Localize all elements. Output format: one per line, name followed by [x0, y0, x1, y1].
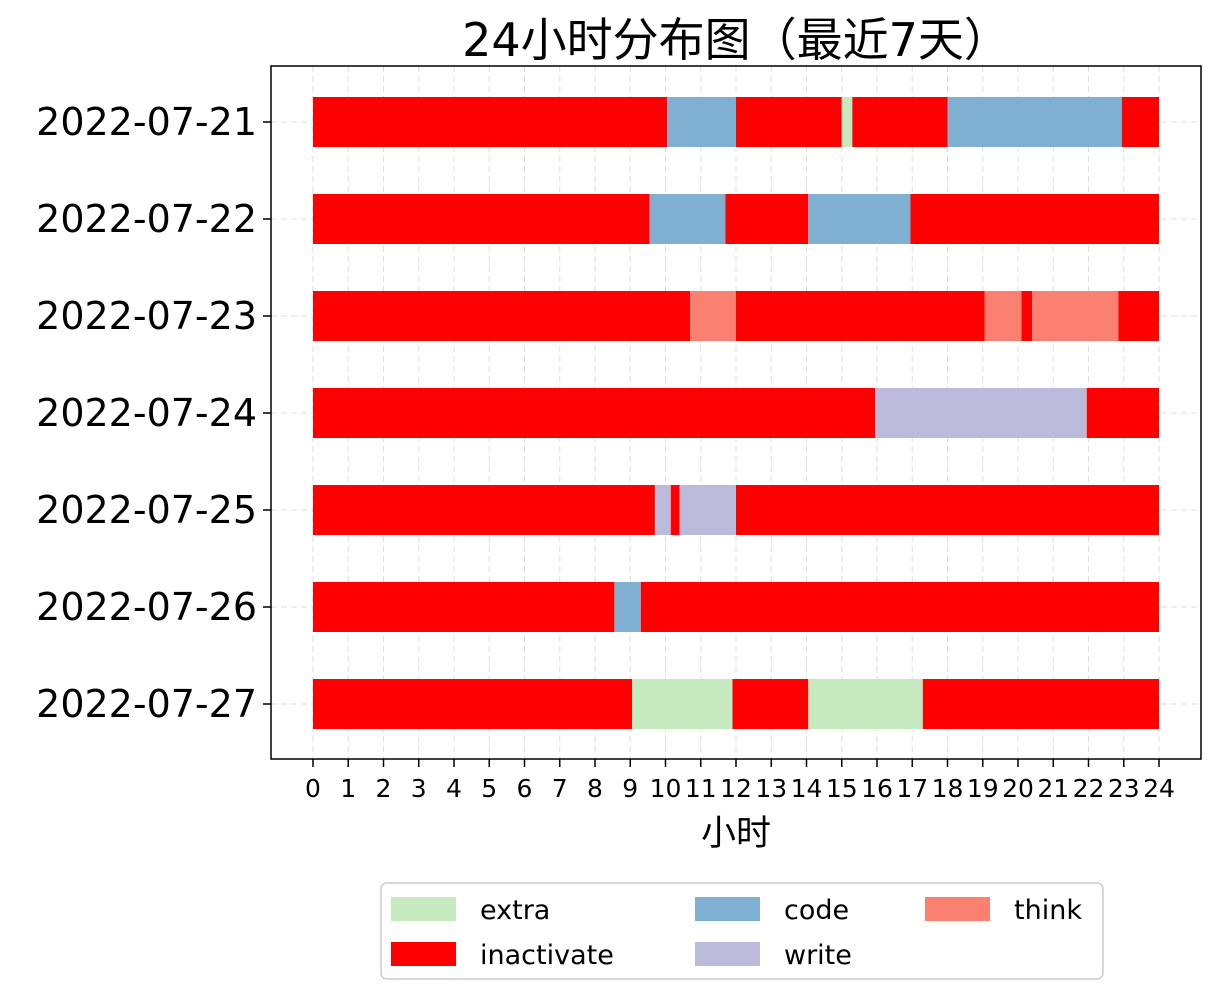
- y-tick-label: 2022-07-25: [36, 488, 257, 532]
- bar-segment-inactivate: [736, 485, 1159, 535]
- x-tick-label: 0: [305, 774, 321, 803]
- legend-swatch-code: [695, 897, 760, 921]
- x-axis: 0 1 2 3 4 5 6 7 8 9 10 11 12 13 14 15 16 17 18 19 20 21 22 23 24: [305, 759, 1175, 803]
- x-tick-label: 6: [517, 774, 533, 803]
- legend-swatch-think: [925, 897, 990, 921]
- x-tick-label: 4: [446, 774, 462, 803]
- bar-segment-inactivate: [313, 388, 876, 438]
- x-tick-label: 1: [340, 774, 356, 803]
- x-tick-label: 20: [1002, 774, 1034, 803]
- x-tick-label: 21: [1037, 774, 1069, 803]
- legend-swatch-inactivate: [391, 942, 456, 966]
- x-tick-label: 23: [1108, 774, 1140, 803]
- y-axis: 2022-07-21 2022-07-22 2022-07-23 2022-07-24…: [36, 100, 271, 726]
- bar-segment-inactivate: [736, 97, 842, 147]
- legend-label: think: [1014, 895, 1082, 926]
- legend-label: extra: [480, 895, 550, 926]
- bar-segment-inactivate: [313, 194, 650, 244]
- bar-segment-inactivate: [1086, 388, 1159, 438]
- x-tick-label: 13: [755, 774, 787, 803]
- legend-label: inactivate: [480, 940, 614, 971]
- x-tick-label: 3: [411, 774, 427, 803]
- x-tick-label: 14: [791, 774, 823, 803]
- bar-segment-inactivate: [1121, 97, 1159, 147]
- bar-segment-think: [984, 291, 1022, 341]
- bar-segment-extra: [808, 679, 923, 729]
- bar-segment-inactivate: [910, 194, 1159, 244]
- bar-segment-inactivate: [736, 291, 985, 341]
- bar-segment-code: [808, 194, 911, 244]
- x-tick-label: 10: [650, 774, 682, 803]
- legend-swatch-write: [695, 942, 760, 966]
- bar-segment-inactivate: [313, 679, 633, 729]
- legend-frame: [380, 882, 1104, 980]
- bar-segment-inactivate: [922, 679, 1159, 729]
- x-tick-label: 9: [622, 774, 638, 803]
- bar-segment-write: [679, 485, 736, 535]
- bar-segment-think: [690, 291, 736, 341]
- bar-segment-code: [667, 97, 736, 147]
- bar-segment-inactivate: [670, 485, 680, 535]
- bar-segment-inactivate: [1021, 291, 1033, 341]
- y-tick-label: 2022-07-26: [36, 585, 257, 629]
- x-tick-label: 24: [1143, 774, 1175, 803]
- bar-segment-inactivate: [313, 582, 615, 632]
- x-tick-label: 18: [932, 774, 964, 803]
- x-tick-label: 22: [1073, 774, 1105, 803]
- bar-segment-code: [947, 97, 1122, 147]
- bar-segment-inactivate: [725, 194, 809, 244]
- bar-segment-extra: [632, 679, 733, 729]
- y-tick-label: 2022-07-22: [36, 197, 257, 241]
- x-tick-label: 2: [376, 774, 392, 803]
- chart-title: 24小时分布图（最近7天）: [462, 13, 1010, 67]
- x-tick-label: 17: [896, 774, 928, 803]
- legend-swatch-extra: [391, 897, 456, 921]
- bar-segment-write: [654, 485, 671, 535]
- y-tick-label: 2022-07-24: [36, 391, 257, 435]
- legend: extra inactivate code write think: [380, 882, 1104, 980]
- bar-segment-inactivate: [1118, 291, 1159, 341]
- y-tick-label: 2022-07-23: [36, 294, 257, 338]
- x-tick-label: 19: [967, 774, 999, 803]
- legend-label: write: [784, 940, 852, 971]
- bar-segment-code: [649, 194, 726, 244]
- x-tick-label: 15: [826, 774, 858, 803]
- x-tick-label: 12: [720, 774, 752, 803]
- bar-segment-code: [614, 582, 641, 632]
- bar-segment-inactivate: [313, 97, 668, 147]
- x-tick-label: 7: [552, 774, 568, 803]
- x-tick-label: 5: [481, 774, 497, 803]
- legend-label: code: [784, 895, 849, 926]
- bar-segment-write: [875, 388, 1087, 438]
- x-tick-label: 11: [685, 774, 717, 803]
- x-axis-label: 小时: [701, 814, 771, 854]
- bar-segment-inactivate: [313, 291, 691, 341]
- bars-group: [313, 97, 1159, 729]
- y-tick-label: 2022-07-21: [36, 100, 257, 144]
- bar-segment-inactivate: [852, 97, 948, 147]
- bar-segment-inactivate: [640, 582, 1159, 632]
- x-tick-label: 16: [861, 774, 893, 803]
- bar-segment-extra: [841, 97, 853, 147]
- bar-segment-inactivate: [313, 485, 655, 535]
- bar-segment-think: [1032, 291, 1119, 341]
- y-tick-label: 2022-07-27: [36, 682, 257, 726]
- x-tick-label: 8: [587, 774, 603, 803]
- bar-segment-inactivate: [732, 679, 809, 729]
